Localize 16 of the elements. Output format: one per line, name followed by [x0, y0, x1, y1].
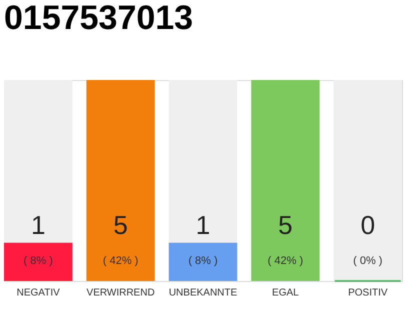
annotation: 1: [196, 210, 210, 240]
x-tick-label: EGAL: [272, 288, 300, 298]
x-tick-label: UNBEKANNTE: [168, 288, 238, 298]
data-label: ( 8% ): [188, 254, 218, 267]
x-tick-label: POSITIV: [348, 288, 388, 298]
annotation: 5: [278, 210, 293, 240]
data-label: ( 8% ): [24, 254, 53, 267]
data-label: ( 42% ): [102, 254, 138, 267]
chart-title: 0157537013: [4, 0, 194, 37]
annotation: 0: [360, 210, 376, 240]
x-tick-label: NEGATIV: [16, 288, 60, 298]
x-tick-label: VERWIRREND: [86, 288, 155, 298]
annotation: 5: [113, 210, 128, 240]
data-label: ( 42% ): [268, 254, 304, 267]
annotation: 1: [30, 210, 46, 240]
data-label: ( 0% ): [353, 254, 382, 267]
